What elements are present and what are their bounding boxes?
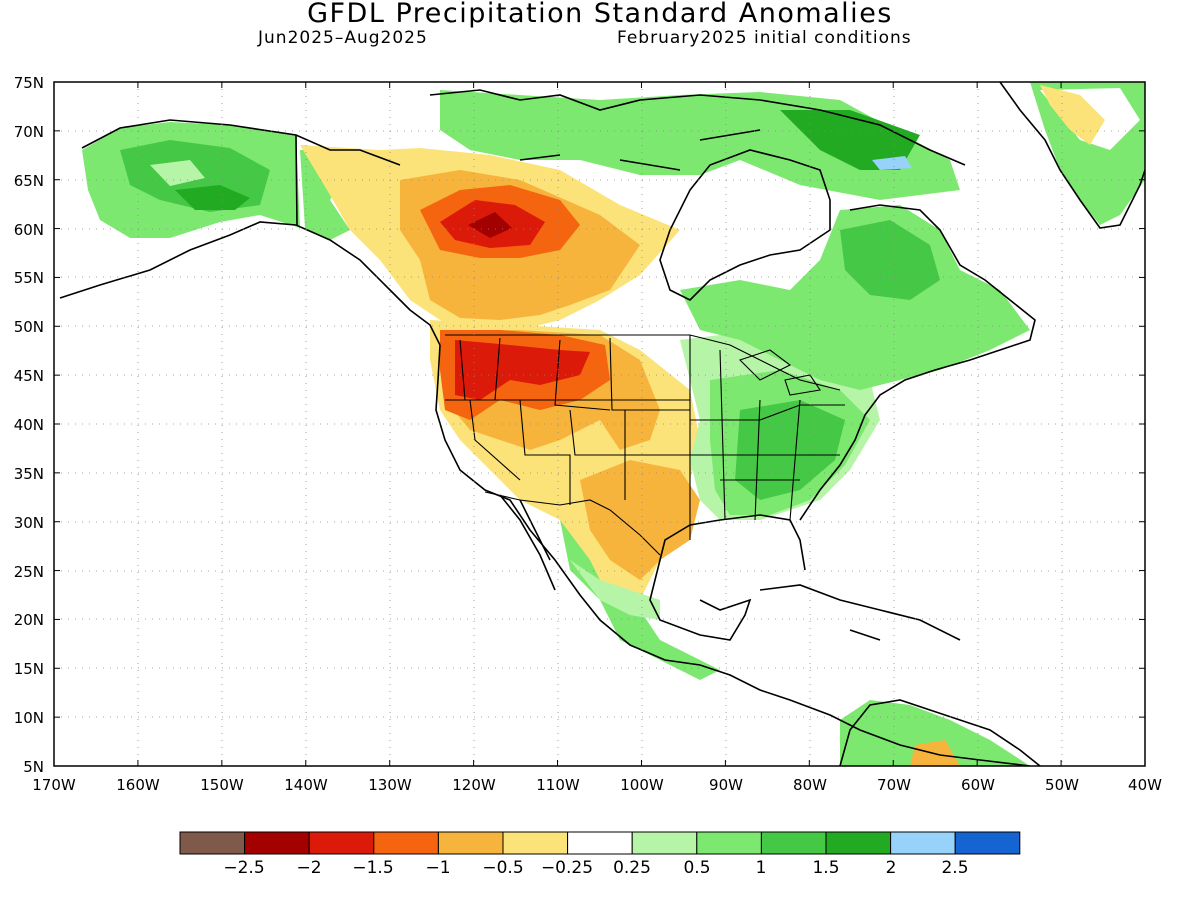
dry-us-red	[455, 340, 590, 400]
colorbar-label: −1.5	[352, 858, 393, 878]
coast-greenland	[999, 82, 1145, 229]
lat-label: 40N	[14, 416, 44, 434]
lon-label: 100W	[620, 776, 664, 794]
colorbar-label: −1	[425, 858, 450, 878]
coast-arctic-islands	[429, 89, 966, 171]
coast-caribbean	[759, 584, 961, 641]
lat-label: 45N	[14, 367, 44, 385]
coast-atlantic	[799, 204, 1036, 521]
axis-ticks	[53, 81, 1146, 767]
lat-label: 50N	[14, 318, 44, 336]
initial-conditions: February2025 initial conditions	[617, 28, 912, 48]
lon-label: 70W	[877, 776, 911, 794]
lon-label: 80W	[793, 776, 827, 794]
wet-mexico-light	[570, 560, 660, 620]
wet-baffin-light	[872, 156, 912, 170]
wet-east-us-core	[735, 400, 845, 500]
lat-label: 75N	[14, 74, 44, 92]
colorbar-label: 1.5	[812, 858, 839, 878]
colorbar-swatch	[373, 831, 439, 855]
wet-eastern-canada	[680, 205, 1030, 390]
colorbar-label: 2.5	[941, 858, 968, 878]
political-borders	[445, 334, 845, 556]
colorbar-swatch	[308, 831, 375, 855]
coastlines	[59, 82, 1145, 766]
lon-label: 130W	[368, 776, 412, 794]
lat-label: 10N	[14, 709, 44, 727]
lat-label: 5N	[23, 758, 44, 776]
colorbar-swatch	[890, 831, 956, 855]
colorbar-label: −0.25	[541, 858, 593, 878]
colorbar-label: −2	[296, 858, 321, 878]
colorbar-swatch	[631, 831, 698, 855]
lon-label: 170W	[32, 776, 76, 794]
greenland-yellow	[1040, 85, 1105, 145]
latitude-labels: 75N 70N 65N 60N 55N 50N 45N 40N 35N 30N …	[14, 74, 44, 776]
lon-label: 50W	[1045, 776, 1079, 794]
colorbar-label: 0.5	[683, 858, 710, 878]
lon-label: 160W	[116, 776, 160, 794]
state-lines	[445, 335, 845, 540]
colorbar-swatch	[244, 831, 310, 855]
lat-label: 20N	[14, 611, 44, 629]
wet-eastern-canada-core	[840, 220, 940, 300]
colorbar-swatch	[760, 831, 827, 855]
colorbar-label: −0.5	[482, 858, 523, 878]
colorbar-swatch	[437, 831, 504, 855]
anomaly-field	[82, 82, 1145, 766]
colorbar-swatch	[696, 831, 762, 855]
wet-arctic-islands-dark	[780, 110, 920, 170]
lat-label: 35N	[14, 465, 44, 483]
colorbar-labels: −2.5 −2 −1.5 −1 −0.5 −0.25 0.25 0.5 1 1.…	[223, 858, 968, 878]
colorbar-swatch	[825, 831, 892, 855]
colorbar-swatch	[567, 831, 633, 855]
colorbar-label: 2	[886, 858, 897, 878]
lat-label: 65N	[14, 172, 44, 190]
colorbar-label: −2.5	[223, 858, 264, 878]
lat-label: 60N	[14, 221, 44, 239]
coast-pacific-us	[435, 344, 1031, 766]
colorbar-swatch	[954, 831, 1021, 855]
coast-alaska	[59, 119, 441, 346]
colorbar-swatch	[502, 831, 569, 855]
lat-label: 55N	[14, 269, 44, 287]
forecast-period: Jun2025–Aug2025	[258, 28, 428, 48]
colorbar-label: 1	[756, 858, 767, 878]
us-canada-border	[445, 334, 841, 391]
lon-label: 60W	[961, 776, 995, 794]
lon-label: 120W	[452, 776, 496, 794]
lat-label: 70N	[14, 123, 44, 141]
lon-label: 90W	[709, 776, 743, 794]
lon-label: 40W	[1128, 776, 1162, 794]
lat-label: 30N	[14, 514, 44, 532]
great-lakes	[738, 349, 821, 396]
coast-baja	[499, 494, 556, 591]
longitude-labels: 170W 160W 150W 140W 130W 120W 110W 100W …	[32, 776, 1162, 794]
lon-label: 150W	[200, 776, 244, 794]
lat-label: 25N	[14, 563, 44, 581]
us-mexico-border	[484, 491, 661, 556]
wet-alaska-core-2	[175, 185, 250, 210]
coast-gulf	[649, 514, 806, 641]
map-title: GFDL Precipitation Standard Anomalies	[307, 0, 893, 29]
wet-alaska-light	[150, 160, 205, 186]
dry-texas-orange	[580, 460, 700, 580]
lon-label: 110W	[536, 776, 580, 794]
wet-south-america	[840, 700, 1030, 766]
colorbar-swatch	[179, 831, 246, 855]
colorbar-label: 0.25	[613, 858, 651, 878]
lat-label: 15N	[14, 660, 44, 678]
coast-south-america	[839, 699, 1041, 766]
colorbar	[179, 831, 1021, 855]
coast-hudson-bay	[659, 149, 831, 301]
lon-label: 140W	[284, 776, 328, 794]
wet-mexico	[560, 520, 720, 680]
dry-canada-darkred	[468, 212, 512, 238]
